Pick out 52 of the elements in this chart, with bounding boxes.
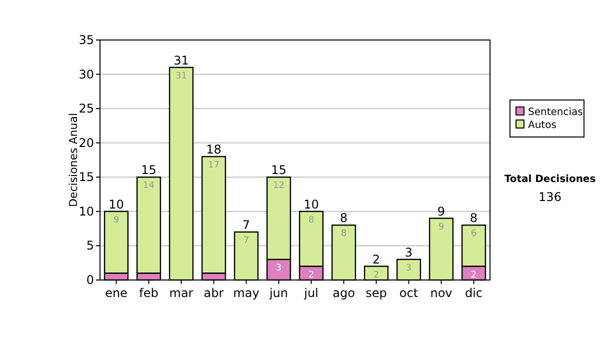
total-label: 15 — [141, 163, 156, 178]
data-label: 3 — [276, 263, 282, 274]
data-label: 9 — [113, 215, 120, 226]
data-label: 7 — [243, 236, 250, 246]
x-tick-label: oct — [399, 286, 418, 300]
data-label: 2 — [373, 270, 380, 280]
total-label: 9 — [437, 204, 446, 218]
legend-label: Autos — [528, 120, 556, 131]
x-tick-label: mar — [169, 286, 194, 300]
x-tick-label: dic — [464, 286, 483, 300]
y-tick-label: 0 — [86, 273, 94, 287]
y-tick-label: 30 — [78, 67, 94, 82]
y-tick-label: 25 — [78, 102, 94, 116]
y-tick-label: 5 — [86, 238, 94, 253]
y-tick-label: 10 — [78, 204, 94, 218]
x-tick-label: abr — [204, 286, 224, 300]
text: 136 — [538, 190, 562, 204]
y-axis-title: Decisiones Anual — [67, 112, 80, 208]
x-tick-label: feb — [139, 286, 158, 300]
x-tick-label: ago — [332, 286, 355, 300]
data-label: 14 — [143, 181, 155, 192]
x-tick-label: may — [233, 286, 260, 300]
data-label: 3 — [406, 263, 412, 274]
total-label: 7 — [242, 218, 250, 232]
y-tick-label: 20 — [78, 136, 94, 150]
total-label: 3 — [404, 245, 413, 260]
data-label: 31 — [176, 71, 187, 82]
y-tick-label: 35 — [78, 33, 94, 47]
total-label: 8 — [340, 211, 348, 226]
x-tick-label: jul — [303, 286, 318, 300]
total-label: 10 — [108, 197, 124, 212]
data-label: 2 — [470, 270, 477, 280]
data-label: 8 — [340, 229, 347, 240]
data-label: 8 — [308, 215, 314, 226]
data-label: 2 — [308, 270, 314, 280]
data-label: 9 — [438, 222, 444, 232]
x-tick-label: nov — [430, 286, 452, 300]
x-tick-label: jun — [268, 286, 288, 300]
total-label: 15 — [271, 163, 286, 178]
total-label: 31 — [174, 53, 189, 68]
total-label: 18 — [206, 142, 222, 157]
legend-label: Sentencias — [528, 107, 583, 118]
total-label: 8 — [470, 211, 478, 226]
text: Total Decisiones — [504, 174, 596, 185]
data-label: 12 — [273, 181, 284, 192]
x-tick-label: ene — [105, 286, 128, 300]
total-label: 2 — [372, 252, 380, 266]
data-label: 6 — [470, 229, 477, 240]
data-label: 17 — [208, 160, 220, 171]
y-tick-label: 15 — [78, 170, 94, 184]
total-label: 10 — [304, 197, 319, 212]
x-tick-label: sep — [366, 286, 387, 300]
